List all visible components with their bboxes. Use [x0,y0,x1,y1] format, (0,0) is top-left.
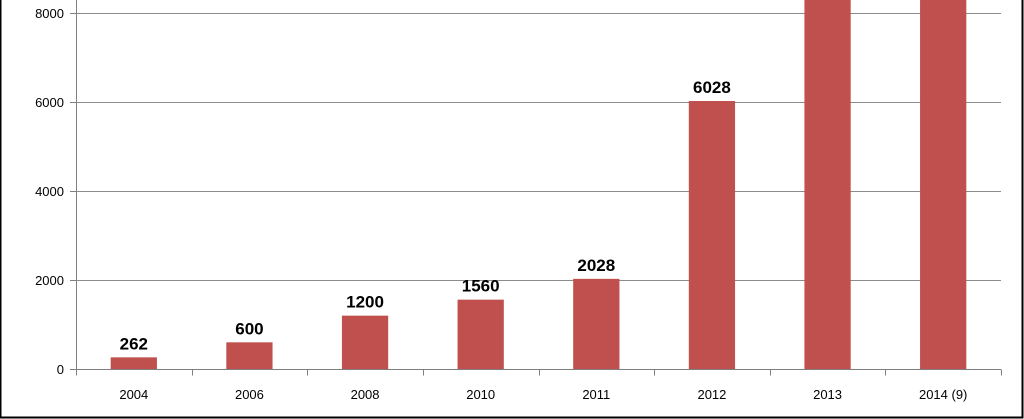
x-tick-label: 2011 [582,387,610,402]
bar [341,315,389,369]
y-axis-ticks: 0 2000 4000 6000 8000 [35,6,76,377]
x-tick-label: 2013 [813,387,842,402]
data-label: 2028 [577,256,615,275]
data-label: 600 [235,319,263,338]
data-label: 1200 [346,293,384,312]
x-tick-label: 2006 [235,387,264,402]
x-tick-label: 2012 [697,387,726,402]
x-axis-ticks: 2004 2006 2008 2010 2011 2012 2013 2014 (9) [76,369,1002,402]
data-label: 262 [120,334,148,353]
bar [573,278,620,369]
bar [804,0,851,369]
bar [226,342,273,369]
x-axis [76,0,1001,370]
x-tick-label: 2004 [119,387,148,402]
y-tick-label: 6000 [35,95,64,110]
y-tick-label: 4000 [35,184,64,199]
data-labels: 262 600 1200 1560 2028 6028 [120,78,731,353]
data-label: 1560 [462,277,500,296]
y-tick-label: 8000 [35,6,64,21]
bar [457,299,504,369]
y-tick-label: 2000 [35,273,64,288]
data-label: 6028 [693,78,731,97]
x-tick-label: 2014 (9) [919,387,967,402]
x-tick-label: 2008 [351,387,380,402]
bar [920,0,967,369]
bars [110,0,967,370]
bar [688,101,736,370]
y-tick-label: 0 [57,362,64,377]
bar [110,357,157,369]
x-tick-label: 2010 [466,387,495,402]
